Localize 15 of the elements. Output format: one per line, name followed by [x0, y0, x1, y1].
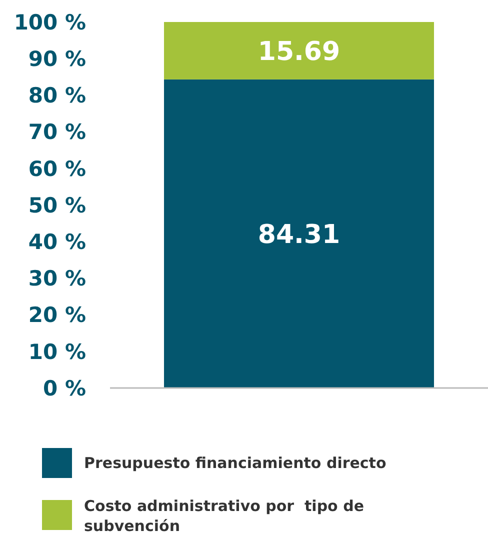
legend-label: Presupuesto financiamiento directo	[84, 454, 386, 472]
y-tick-label: 90 %	[28, 46, 86, 71]
y-tick-label: 70 %	[28, 120, 86, 144]
legend-label: Costo administrativo por tipo de subvención	[84, 497, 364, 535]
y-tick-label: 30 %	[28, 266, 86, 291]
y-tick-label: 50 %	[28, 193, 86, 218]
data-label: 84.31	[258, 220, 340, 250]
y-tick-label: 10 %	[28, 340, 86, 364]
y-tick-label: 40 %	[28, 230, 86, 254]
y-tick-label: 20 %	[28, 303, 86, 328]
y-tick-label: 100 %	[14, 10, 86, 34]
data-label: 15.69	[258, 36, 340, 67]
y-tick-label: 60 %	[28, 156, 86, 181]
y-tick-label: 80 %	[28, 84, 86, 108]
y-tick-label: 0 %	[43, 376, 86, 400]
